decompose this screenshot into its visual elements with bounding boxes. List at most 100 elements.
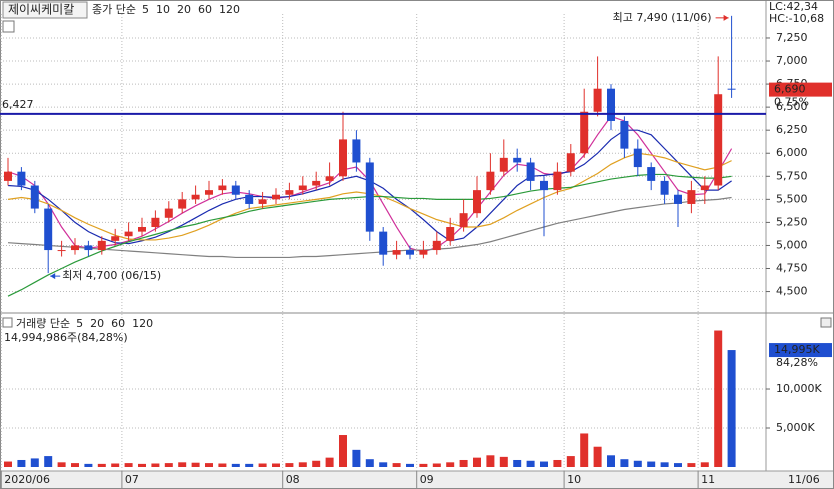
candle-body xyxy=(633,148,642,168)
volume-bar xyxy=(660,462,669,467)
candle-body xyxy=(84,245,93,251)
candle-body xyxy=(499,157,508,172)
x-tick-label: 10 xyxy=(567,473,581,486)
price-tag xyxy=(769,82,832,97)
volume-bar xyxy=(17,459,26,467)
candle-body xyxy=(17,171,26,186)
volume-tag-label: 14,995K xyxy=(774,343,820,356)
volume-bar xyxy=(499,456,508,467)
volume-bar xyxy=(97,463,106,467)
candle-body xyxy=(459,213,468,228)
candle-body xyxy=(231,185,240,195)
legend-item: 10 xyxy=(156,3,170,16)
volume-bar xyxy=(178,462,187,467)
volume-bar xyxy=(593,446,602,467)
menu-icon[interactable] xyxy=(2,20,15,33)
x-tick-label: 11 xyxy=(701,473,715,486)
legend-item: 120 xyxy=(132,317,153,330)
volume-bar xyxy=(231,463,240,467)
y-tick-label: 10,000K xyxy=(776,382,822,395)
volume-bar xyxy=(553,459,562,467)
volume-bar xyxy=(620,459,629,467)
volume-bar xyxy=(258,463,267,467)
legend-item: 60 xyxy=(111,317,125,330)
volume-bar xyxy=(607,455,615,467)
candle-body xyxy=(97,240,106,251)
candle-body xyxy=(379,231,388,255)
menu-icon[interactable] xyxy=(2,317,13,328)
y-tick-label: 6,500 xyxy=(776,100,808,113)
volume-bar xyxy=(379,462,388,467)
x-last-date: 11/06 xyxy=(788,473,820,486)
candle-body xyxy=(553,171,562,191)
title-box xyxy=(2,1,88,19)
legend-item: 20 xyxy=(90,317,104,330)
candle-body xyxy=(446,227,455,241)
y-tick-label: 5,500 xyxy=(776,192,808,205)
price-change: 0.75% xyxy=(774,96,809,109)
volume-bar xyxy=(580,433,589,467)
volume-bar xyxy=(272,463,280,467)
y-tick-label: 5,000K xyxy=(776,421,815,434)
volume-bar xyxy=(71,463,79,467)
volume-bar xyxy=(406,463,414,467)
volume-bar xyxy=(57,462,66,467)
volume-bar xyxy=(674,463,682,467)
candle-body xyxy=(647,167,656,181)
volume-bar xyxy=(633,460,642,467)
low-annotation: 최저 4,700 (06/15) xyxy=(62,269,161,282)
volume-bar xyxy=(700,462,709,467)
volume-bar xyxy=(339,435,347,467)
candle-body xyxy=(258,199,267,204)
legend-item: 60 xyxy=(198,3,212,16)
candle-body xyxy=(419,250,428,255)
candle-body xyxy=(687,190,696,204)
legend-prefix: 거래량 단순 xyxy=(16,317,70,330)
collapse-button[interactable] xyxy=(820,317,832,328)
candle-body xyxy=(700,185,709,191)
candle-body xyxy=(218,185,227,191)
y-tick-label: 4,750 xyxy=(776,262,808,275)
candle-body xyxy=(392,250,401,255)
volume-bar xyxy=(566,456,575,467)
y-tick-label: 7,250 xyxy=(776,31,808,44)
info-label: LC:42,34 xyxy=(769,0,818,13)
right-axis-panel xyxy=(765,0,834,489)
candle-body xyxy=(714,94,723,186)
y-tick-label: 5,750 xyxy=(776,169,808,182)
y-tick-label: 4,500 xyxy=(776,285,808,298)
volume-bar xyxy=(164,463,173,467)
arrow-head xyxy=(723,14,729,21)
reference-label: 6,427 xyxy=(2,98,34,111)
y-tick-label: 7,000 xyxy=(776,54,808,67)
volume-bar xyxy=(111,463,120,467)
volume-bar xyxy=(325,457,334,467)
volume-bar xyxy=(714,330,723,467)
volume-bar xyxy=(298,462,307,467)
candle-body xyxy=(151,217,160,228)
candle-body xyxy=(205,190,213,195)
y-tick-label: 5,000 xyxy=(776,238,808,251)
ma-line xyxy=(7,196,732,259)
x-tick-label: 08 xyxy=(286,473,300,486)
legend-item: 5 xyxy=(142,3,149,16)
candle-body xyxy=(111,236,120,241)
candle-body xyxy=(178,199,187,209)
legend-prefix: 종가 단순 xyxy=(92,3,136,16)
volume-tag xyxy=(769,343,832,358)
volume-bar xyxy=(245,463,254,467)
volume-bar xyxy=(647,461,656,467)
volume-bar xyxy=(312,460,321,467)
candle-body xyxy=(540,180,548,191)
info-label: HC:-10,68 xyxy=(769,12,824,25)
candle-body xyxy=(580,111,589,154)
candle-body xyxy=(272,194,280,200)
x-tick-label: 09 xyxy=(420,473,434,486)
candle-body xyxy=(138,227,146,232)
volume-bar xyxy=(138,463,146,467)
price-tag-label: 6,690 xyxy=(774,83,806,96)
candle-body xyxy=(191,194,200,200)
stock-title: 제이씨케미칼 xyxy=(8,3,74,17)
